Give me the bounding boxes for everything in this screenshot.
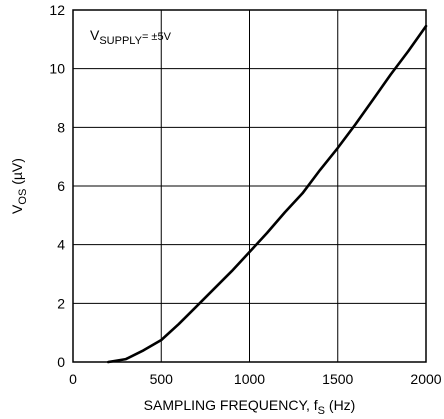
x-tick-label: 1500	[322, 371, 353, 387]
x-tick-label: 500	[150, 371, 174, 387]
x-tick-label: 2000	[410, 371, 441, 387]
y-tick-label: 4	[57, 237, 65, 253]
y-tick-labels: 0 2 4 6 8 10 12	[49, 2, 65, 370]
x-tick-labels: 0 500 1000 1500 2000	[69, 371, 442, 387]
x-tick-label: 1000	[234, 371, 265, 387]
x-tick-label: 0	[69, 371, 77, 387]
y-tick-label: 10	[49, 61, 65, 77]
grid	[73, 10, 426, 362]
y-tick-label: 2	[57, 295, 65, 311]
y-tick-label: 12	[49, 2, 65, 18]
y-tick-label: 0	[57, 354, 65, 370]
y-tick-label: 8	[57, 119, 65, 135]
x-axis-title: SAMPLING FREQUENCY, fS (Hz)	[144, 397, 356, 417]
y-axis-title: VOS (µV)	[9, 158, 29, 214]
y-tick-label: 6	[57, 178, 65, 194]
series-line-layer	[107, 24, 428, 364]
plot-frame	[72, 9, 427, 363]
supply-annotation: VSUPPLY= ±5V	[90, 27, 172, 47]
series-line	[107, 24, 428, 364]
